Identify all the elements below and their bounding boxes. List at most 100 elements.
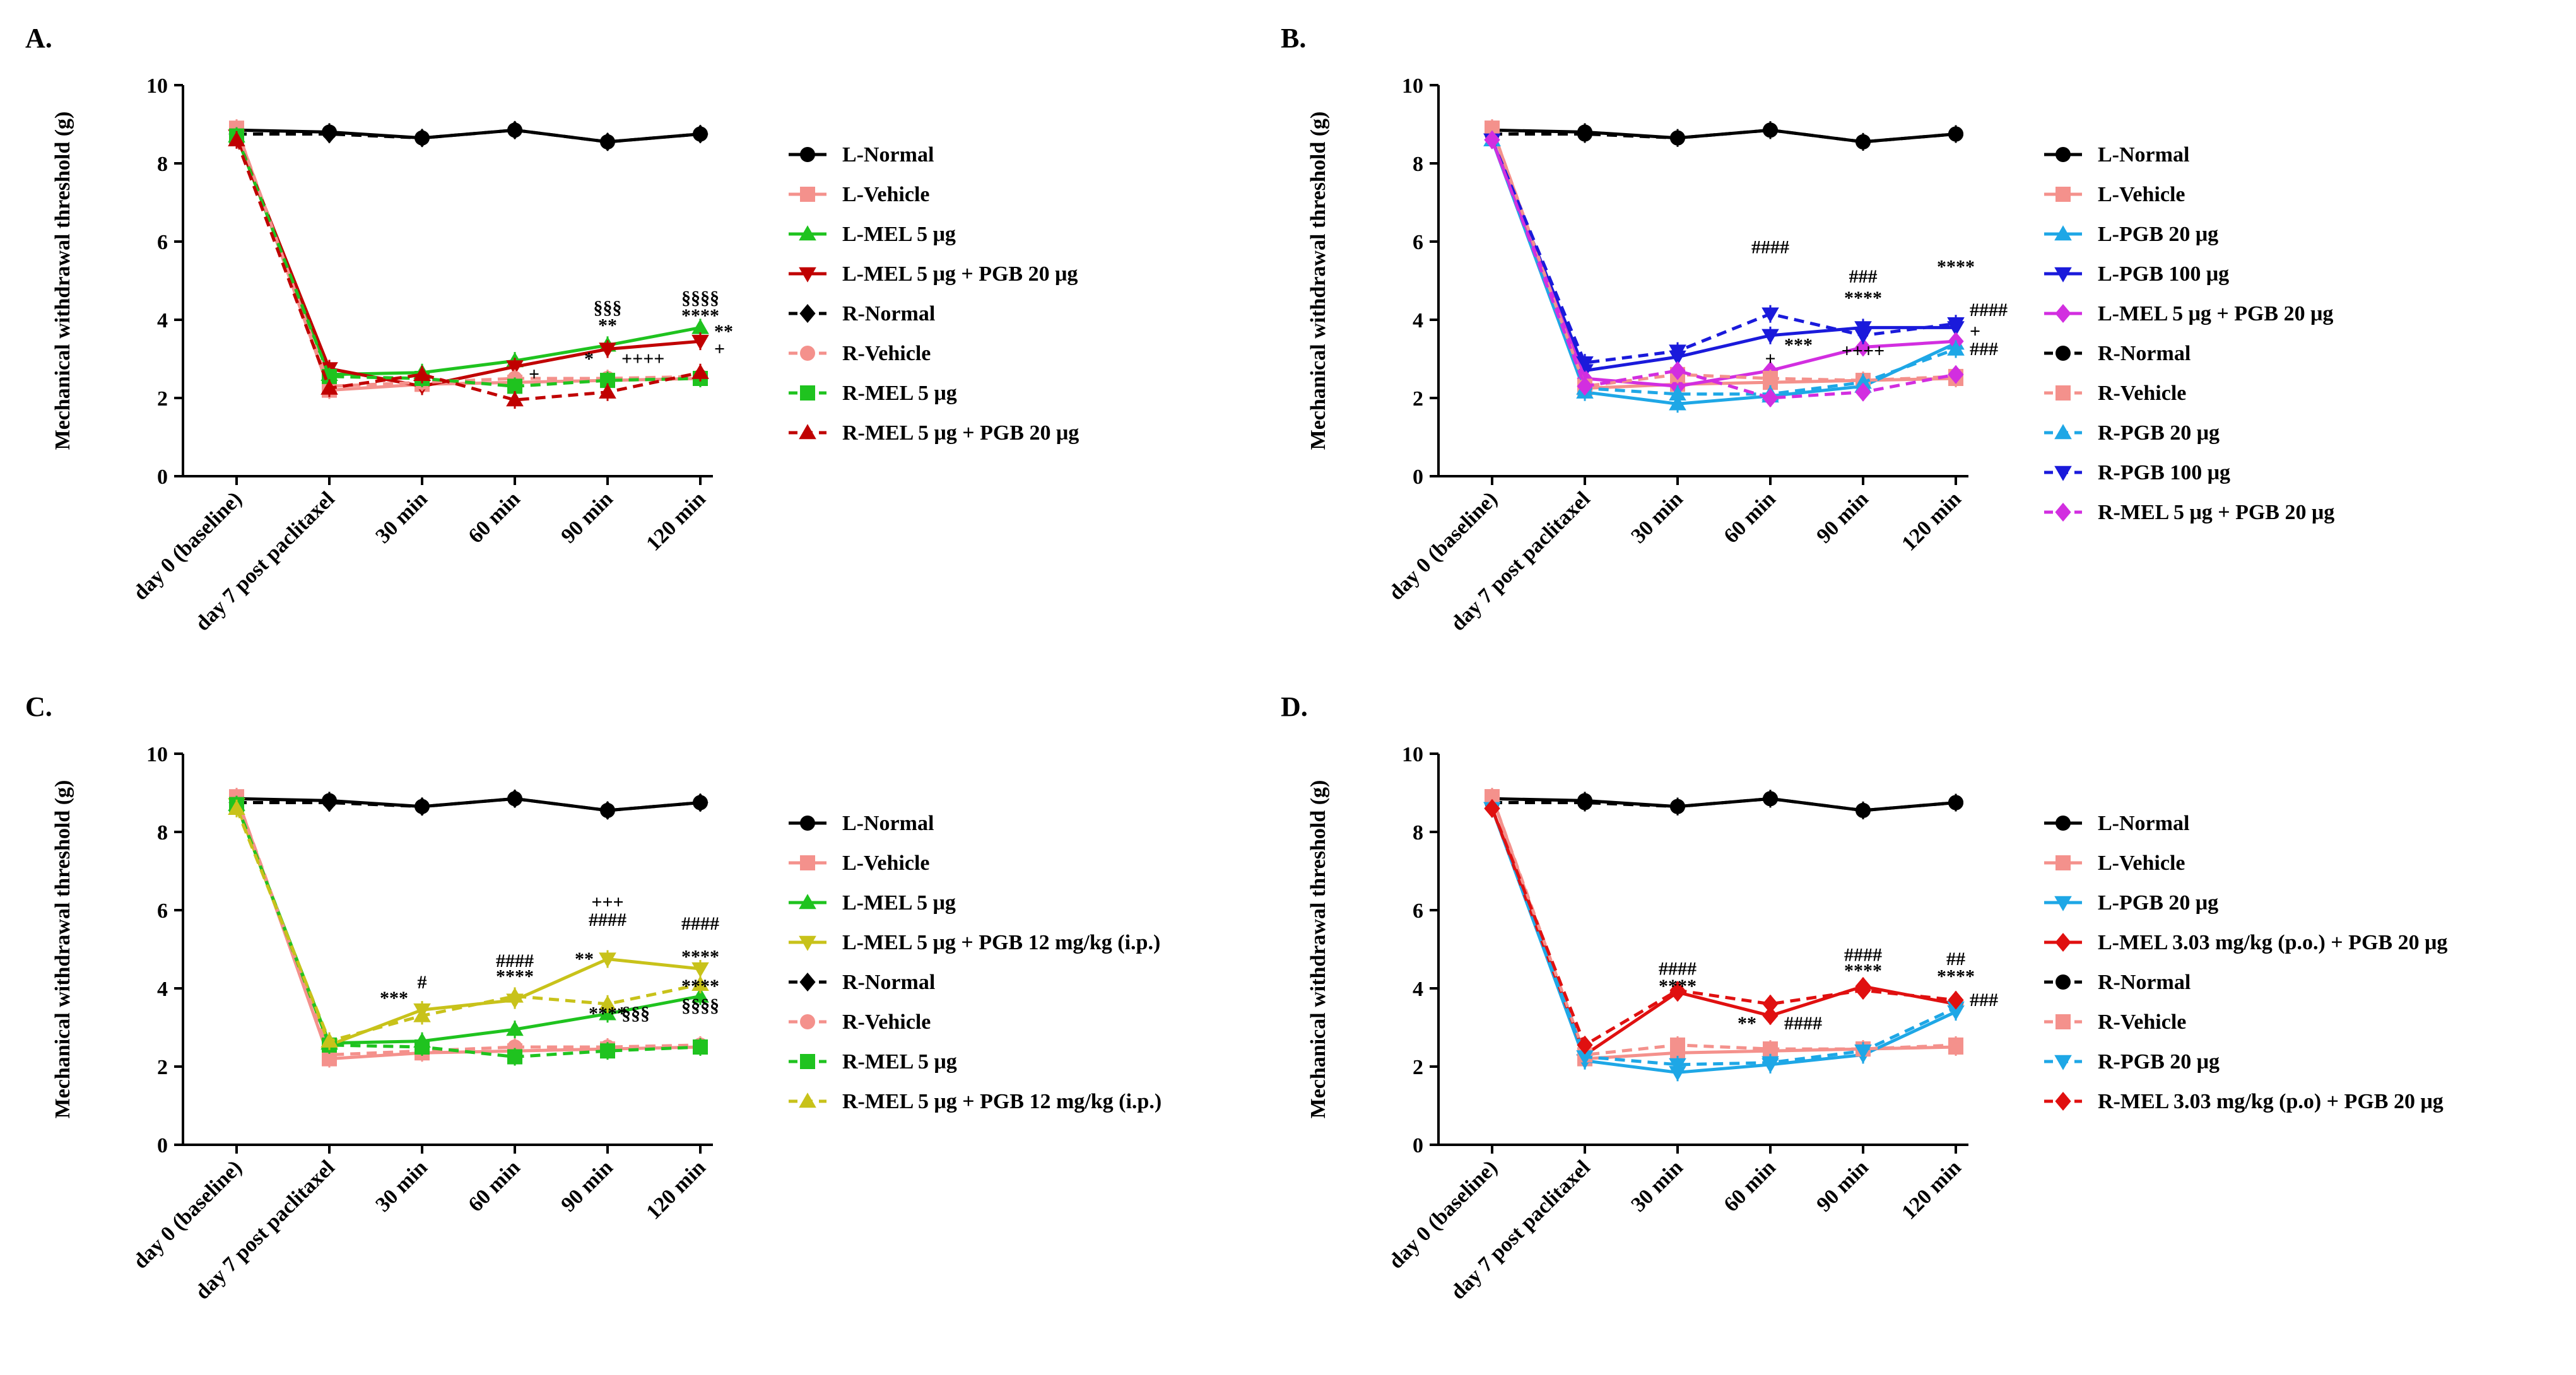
panel-b-legend-marker xyxy=(2055,304,2071,323)
panel-b-series-l-vehicle-line xyxy=(1490,127,1956,390)
panel-b-series-r-vehicle-line xyxy=(1490,127,1956,389)
panel-d-xtick-label: 90 min xyxy=(1812,1156,1873,1216)
panel-b-legend-item-r-vehicle: R-Vehicle xyxy=(2044,382,2186,405)
panel-c-series-l-mel-5-ug-pgb-12-mg-kg-i-p-point xyxy=(599,952,616,968)
panel-c-annotation: §§§ xyxy=(621,1003,650,1024)
panel-a-series-r-mel-5-ug-pgb-20-ug-line xyxy=(235,139,701,402)
panel-b-series-r-mel-5-ug-pgb-20-ug xyxy=(1484,130,1964,407)
panel-d-series-r-pgb-20-ug-point xyxy=(1854,1044,1872,1060)
panel-b-annotation: ### xyxy=(1970,339,1998,360)
panel-a-series-r-normal-point xyxy=(507,120,523,140)
panel-d-series-r-mel-3-03-mg-kg-p-o-pgb-20-ug-point xyxy=(1484,799,1500,818)
panel-c-series-r-mel-5-ug-pgb-12-mg-kg-i-p-point xyxy=(506,987,524,1003)
panel-b-legend-label: L-Normal xyxy=(2098,143,2189,167)
panel-c-series-r-mel-5-ug-pgb-12-mg-kg-i-p-point xyxy=(321,1032,338,1048)
panel-c-series-r-mel-5-ug-pgb-12-mg-kg-i-p-line xyxy=(235,807,701,1043)
panel-d-series-r-normal-line xyxy=(1492,797,1956,812)
panel-a-legend-label: L-MEL 5 μg xyxy=(842,223,956,246)
panel-c-series-r-mel-5-ug-point xyxy=(600,1043,615,1059)
panel-a-series-r-mel-5-ug-pgb-20-ug xyxy=(228,131,709,409)
panel-d-legend-item-l-normal: L-Normal xyxy=(2044,812,2189,835)
panel-a-series-r-normal-point xyxy=(321,124,338,144)
panel-c-legend-marker xyxy=(800,855,815,870)
panel-b-annotation: #### xyxy=(1751,237,1789,258)
panel-b-legend-label: L-PGB 20 μg xyxy=(2098,223,2218,246)
panel-d-xtick-label: 30 min xyxy=(1626,1156,1687,1216)
panel-b-ytick-label: 6 xyxy=(1413,231,1423,254)
panel-a-title: A. xyxy=(25,23,52,54)
panel-b-annotation: **** xyxy=(1844,288,1882,308)
panel-a-series-r-normal xyxy=(228,120,709,151)
panel-c-series-r-normal-point xyxy=(692,793,709,812)
panel-b-series-r-mel-5-ug-pgb-20-ug-point xyxy=(1762,389,1779,407)
panel-a-annotation: + xyxy=(714,339,725,360)
panel-a-legend-item-l-mel-5-ug: L-MEL 5 μg xyxy=(789,223,956,246)
panel-b-legend-item-r-pgb-100-ug: R-PGB 100 μg xyxy=(2044,461,2230,484)
panel-d-series-r-normal-point xyxy=(1670,799,1685,814)
panel-c-series-r-normal-point xyxy=(599,800,616,820)
panel-d-legend-label: R-PGB 20 μg xyxy=(2098,1050,2220,1074)
panel-d-annotation: #### xyxy=(1659,958,1697,979)
panel-b-annotation: **** xyxy=(1937,257,1975,278)
panel-a-series-l-mel-5-ug-pgb-20-ug-point xyxy=(599,342,616,358)
panel-a-series-l-mel-5-ug-pgb-20-ug-point xyxy=(691,334,709,350)
panel-a-legend-item-l-normal: L-Normal xyxy=(789,143,934,167)
panel-a-series-l-mel-5-ug-point xyxy=(691,319,709,334)
panel-b-legend-label: R-Normal xyxy=(2098,342,2191,365)
panel-d-ylabel: Mechanical withdrawal threshold (g) xyxy=(1307,780,1330,1119)
panel-d-series-r-mel-3-03-mg-kg-p-o-pgb-20-ug-point xyxy=(1855,981,1871,1000)
panel-a-annotation: + xyxy=(529,364,539,385)
panel-d-annotation: ** xyxy=(1738,1013,1756,1034)
panel-a-series-r-normal-point xyxy=(414,128,430,148)
panel-d-ytick-label: 8 xyxy=(1413,821,1423,845)
panel-b-series-r-pgb-100-ug-point xyxy=(1761,307,1779,323)
panel-c-legend-marker xyxy=(799,935,816,951)
panel-c-series-r-normal-line xyxy=(237,797,701,812)
panel-d-annotation: #### xyxy=(1784,1013,1822,1034)
panel-b-legend-item-r-mel-5-ug-pgb-20-ug: R-MEL 5 μg + PGB 20 μg xyxy=(2044,501,2334,524)
panel-b-xtick-label: 120 min xyxy=(1897,487,1965,555)
panel-c-series-r-vehicle-line xyxy=(235,796,701,1056)
panel-a-legend-label: L-Normal xyxy=(842,143,934,167)
panel-a-series-r-normal-line xyxy=(237,128,701,144)
panel-d-series-r-normal-point xyxy=(1856,802,1871,818)
panel-d-series-r-normal-point xyxy=(1763,791,1778,807)
panel-c-legend-item-l-normal: L-Normal xyxy=(789,812,934,835)
panel-c-legend-marker xyxy=(800,1014,815,1029)
panel-a-ylabel: Mechanical withdrawal threshold (g) xyxy=(51,112,74,450)
panel-b-legend-label: R-Vehicle xyxy=(2098,382,2186,405)
panel-b-legend-item-l-vehicle: L-Vehicle xyxy=(2044,183,2185,206)
panel-c-series-l-mel-5-ug-pgb-12-mg-kg-i-p-point xyxy=(691,962,709,978)
panel-b-series-l-normal xyxy=(1485,121,1963,151)
panel-c-annotation: **** xyxy=(496,966,534,987)
panel-a: A. Mechanical withdrawal threshold (g) 0 2 4… xyxy=(25,23,1079,636)
panel-c-legend-item-r-normal: R-Normal xyxy=(789,971,935,994)
panel-b-ytick-label: 4 xyxy=(1413,309,1423,332)
panel-b-series-r-mel-5-ug-pgb-20-ug-point xyxy=(1948,365,1964,384)
panel-d-series-r-pgb-20-ug xyxy=(1483,799,1965,1074)
panel-d-legend-marker xyxy=(2055,1092,2071,1111)
panel-b-series-r-normal xyxy=(1485,121,1963,151)
panel-a-annotation: * xyxy=(584,348,594,369)
panel-b-legend-item-l-normal: L-Normal xyxy=(2044,143,2189,167)
panel-a-legend-label: L-Vehicle xyxy=(842,183,930,206)
panel-d-series-r-mel-3-03-mg-kg-p-o-pgb-20-ug-line xyxy=(1490,807,1956,1048)
panel-a-series-l-mel-5-ug xyxy=(228,127,709,383)
panel-d-legend-item-r-mel-3-03-mg-kg-p-o-pgb-20-ug: R-MEL 3.03 mg/kg (p.o) + PGB 20 μg xyxy=(2044,1090,2444,1113)
panel-b-series-r-vehicle-point xyxy=(1763,371,1778,386)
panel-a-xtick-label: 30 min xyxy=(371,487,432,547)
panel-a-annotation: ** xyxy=(598,315,617,336)
panel-b-series-l-mel-5-ug-pgb-20-ug xyxy=(1484,130,1964,396)
panel-b-ytick-label: 2 xyxy=(1413,387,1423,411)
panel-a-legend-item-l-mel-5-ug-pgb-20-ug: L-MEL 5 μg + PGB 20 μg xyxy=(789,262,1078,286)
panel-c-legend-marker xyxy=(800,1054,815,1069)
panel-b-series-r-mel-5-ug-pgb-20-ug-point xyxy=(1577,377,1593,396)
panel-c-series-r-mel-5-ug-pgb-12-mg-kg-i-p xyxy=(228,799,709,1050)
panel-c-ytick-label: 4 xyxy=(157,978,168,1001)
panel-c-series-l-mel-5-ug-point xyxy=(506,1021,524,1036)
panel-b-series-l-mel-5-ug-pgb-20-ug-point xyxy=(1855,337,1871,357)
panel-c-xtick-label: 120 min xyxy=(642,1156,710,1224)
panel-b-series-r-mel-5-ug-pgb-20-ug-point xyxy=(1484,130,1500,149)
panel-b-legend-label: L-PGB 100 μg xyxy=(2098,262,2229,286)
